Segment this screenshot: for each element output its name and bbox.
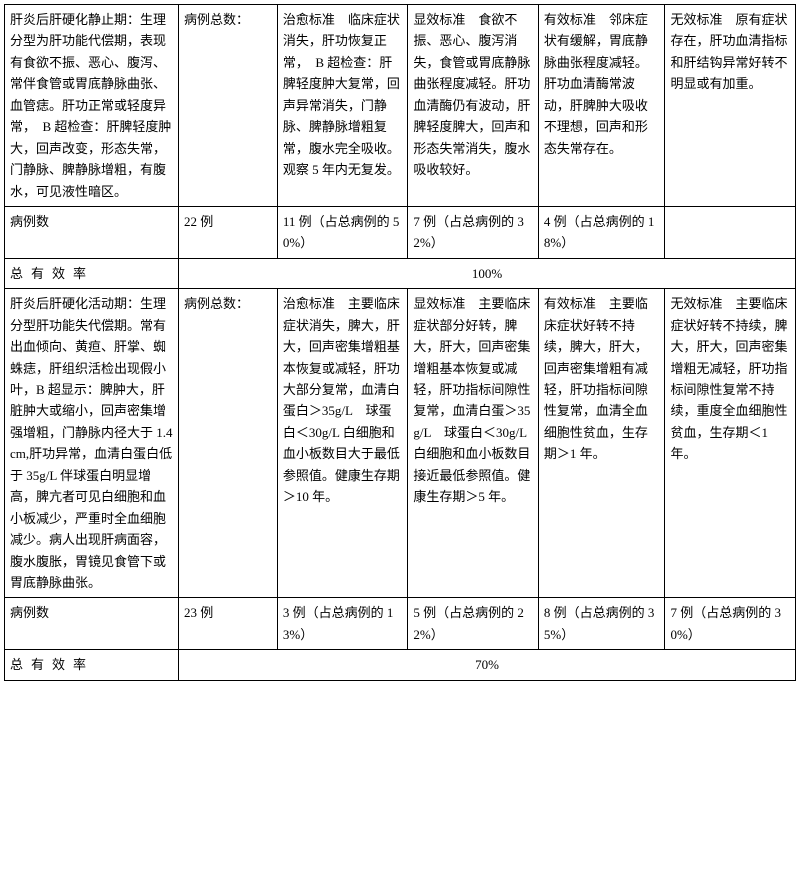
s1-effective: 有效标准 邻床症状有缓解，胃底静脉曲张程度减轻。肝功血清酶常波动，肝脾肿大吸收不… [538, 5, 665, 207]
s1-desc: 肝炎后肝硬化静止期：生理分型为肝功能代偿期，表现有食欲不振、恶心、腹泻、常伴食管… [5, 5, 179, 207]
table-row: 肝炎后肝硬化静止期：生理分型为肝功能代偿期，表现有食欲不振、恶心、腹泻、常伴食管… [5, 5, 796, 207]
s2-case-total: 23 例 [179, 598, 278, 650]
s1-rate-value: 100% [179, 258, 796, 288]
s2-desc: 肝炎后肝硬化活动期：生理分型肝功能失代偿期。常有出血倾向、黄疸、肝掌、蜘蛛痣，肝… [5, 289, 179, 598]
s2-marked: 显效标准 主要临床症状部分好转，脾大，肝大，回声密集增粗基本恢复或减轻，肝功指标… [408, 289, 539, 598]
s2-rate-value: 70% [179, 650, 796, 680]
s2-invalid: 无效标准 主要临床症状好转不持续，脾大，肝大，回声密集增粗无减轻，肝功指标间隙性… [665, 289, 796, 598]
s2-rate-label: 总有效率 [5, 650, 179, 680]
s1-total-label: 病例总数： [179, 5, 278, 207]
table-row: 肝炎后肝硬化活动期：生理分型肝功能失代偿期。常有出血倾向、黄疸、肝掌、蜘蛛痣，肝… [5, 289, 796, 598]
table-row: 病例数 23 例 3 例（占总病例的 13%） 5 例（占总病例的 22%） 8… [5, 598, 796, 650]
s2-case-effective: 8 例（占总病例的 35%） [538, 598, 665, 650]
s2-case-cure: 3 例（占总病例的 13%） [277, 598, 408, 650]
rate-label-text: 总有效率 [10, 266, 94, 281]
s1-case-total: 22 例 [179, 206, 278, 258]
s1-invalid: 无效标准 原有症状存在，肝功血清指标和肝结钩异常好转不明显或有加重。 [665, 5, 796, 207]
rate-label-text: 总有效率 [10, 657, 94, 672]
s2-total-label: 病例总数： [179, 289, 278, 598]
s2-case-marked: 5 例（占总病例的 22%） [408, 598, 539, 650]
table-row: 总有效率 70% [5, 650, 796, 680]
s1-case-label: 病例数 [5, 206, 179, 258]
s1-case-invalid [665, 206, 796, 258]
s2-effective: 有效标准 主要临床症状好转不持续，脾大，肝大，回声密集增粗有减轻，肝功指标间隙性… [538, 289, 665, 598]
s1-cure: 治愈标准 临床症状消失，肝功恢复正常， B 超检查：肝脾轻度肿大复常，回声异常消… [277, 5, 408, 207]
table-row: 病例数 22 例 11 例（占总病例的 50%） 7 例（占总病例的 32%） … [5, 206, 796, 258]
s2-case-invalid: 7 例（占总病例的 30%） [665, 598, 796, 650]
s1-rate-label: 总有效率 [5, 258, 179, 288]
s2-cure: 治愈标准 主要临床症状消失，脾大，肝大，回声密集增粗基本恢复或减轻，肝功大部分复… [277, 289, 408, 598]
table-row: 总有效率 100% [5, 258, 796, 288]
s1-marked: 显效标准 食欲不振、恶心、腹泻消失，食管或胃底静脉曲张程度减轻。肝功血清酶仍有波… [408, 5, 539, 207]
s1-case-effective: 4 例（占总病例的 18%） [538, 206, 665, 258]
s2-case-label: 病例数 [5, 598, 179, 650]
s1-case-cure: 11 例（占总病例的 50%） [277, 206, 408, 258]
s1-case-marked: 7 例（占总病例的 32%） [408, 206, 539, 258]
clinical-table: 肝炎后肝硬化静止期：生理分型为肝功能代偿期，表现有食欲不振、恶心、腹泻、常伴食管… [4, 4, 796, 681]
